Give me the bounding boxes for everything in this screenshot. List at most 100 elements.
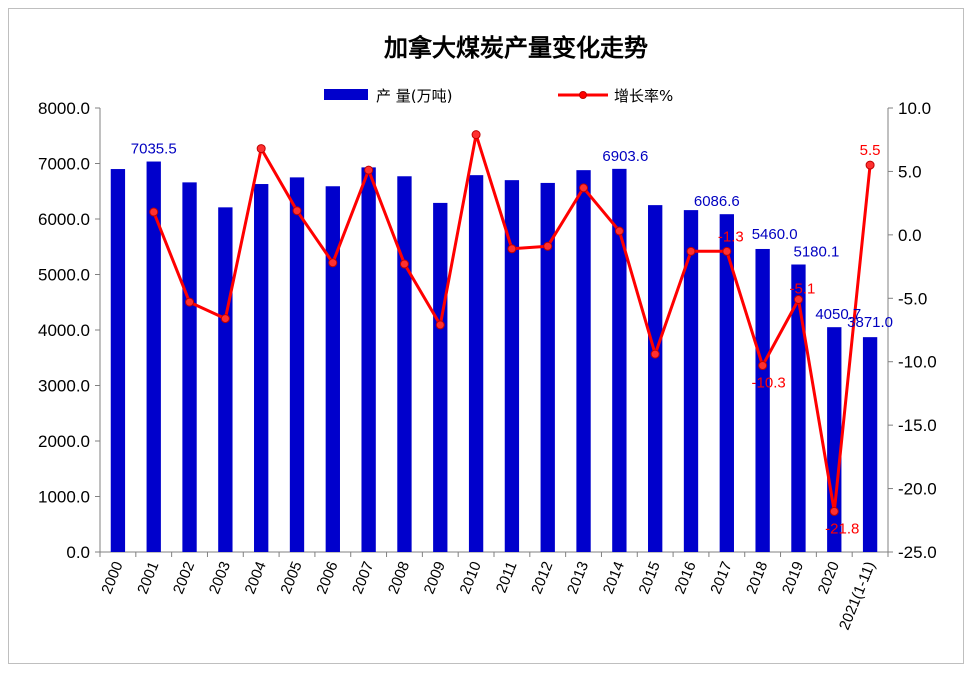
y-right-tick-label: -15.0 [898, 416, 937, 435]
bar-2003 [218, 207, 233, 552]
bar-2019 [791, 264, 806, 552]
bar-2010 [468, 175, 484, 552]
legend: 产 量(万吨) 增长率% [324, 87, 673, 105]
x-tick-label: 2021(1-11) [836, 559, 879, 632]
x-tick-label: 2011 [493, 559, 521, 595]
x-tick-label: 2019 [779, 559, 807, 596]
x-tick-label: 2015 [636, 559, 664, 596]
bar-2015 [648, 205, 663, 552]
chart-title: 加拿大煤炭产量变化走势 [384, 34, 648, 62]
x-tick-label: 2004 [242, 559, 270, 596]
y-right-tick-label: 0.0 [898, 226, 922, 245]
x-tick-label: 2009 [421, 559, 449, 596]
bar-2017 [719, 214, 734, 552]
bar-2021(1-11) [862, 337, 878, 552]
bar-value-label: 3871.0 [847, 314, 893, 331]
growth-point-2003 [220, 314, 230, 324]
growth-point-2009 [435, 320, 445, 330]
x-tick-label: 2016 [671, 559, 699, 596]
bar-value-label: 4050.7 [815, 306, 861, 323]
growth-point-2005 [292, 206, 302, 216]
y-right-tick-label: -5.0 [898, 289, 927, 308]
x-tick-label: 2013 [564, 559, 592, 596]
growth-point-2016 [686, 246, 696, 256]
bar-2009 [433, 202, 448, 552]
y-left-tick-label: 2000.0 [38, 432, 90, 451]
growth-value-label: -21.8 [825, 520, 859, 537]
y-right-tick-label: -10.0 [898, 353, 937, 372]
x-tick-label: 2010 [457, 559, 485, 596]
bar-2008 [397, 176, 412, 552]
bar-2005 [289, 177, 305, 552]
growth-point-2008 [399, 259, 409, 269]
y-right-tick-label: 10.0 [898, 99, 931, 118]
bar-value-label: 6903.6 [602, 148, 648, 165]
bar-2012 [540, 182, 555, 553]
x-tick-label: 2007 [349, 559, 377, 596]
growth-point-2002 [185, 297, 195, 307]
legend-label-growth: 增长率% [614, 87, 673, 105]
legend-marker-growth [579, 91, 587, 99]
y-right-tick-label: 5.0 [898, 162, 922, 181]
growth-point-2004 [256, 144, 266, 154]
x-tick-label: 2006 [313, 559, 341, 596]
bar-value-label: 5460.0 [752, 226, 798, 243]
growth-point-2017 [722, 246, 732, 256]
y-left-tick-label: 7000.0 [38, 155, 90, 174]
bar-2018 [755, 248, 770, 552]
y-right-tick-label: -20.0 [898, 480, 937, 499]
x-tick-label: 2012 [528, 559, 556, 596]
legend-swatch-production [324, 89, 368, 100]
bars [110, 161, 878, 553]
y-left-tick-label: 3000.0 [38, 377, 90, 396]
bar-2002 [182, 182, 197, 552]
growth-value-label: -1.3 [718, 228, 744, 245]
x-tick-label: 2003 [206, 559, 234, 596]
bar-2006 [325, 186, 340, 552]
y-left-tick-label: 6000.0 [38, 210, 90, 229]
growth-point-2001 [149, 207, 159, 217]
y-left-tick-label: 1000.0 [38, 488, 90, 507]
bar-value-label: 7035.5 [131, 141, 177, 158]
growth-point-2011 [507, 244, 517, 254]
x-tick-label: 2008 [385, 559, 413, 596]
x-tick-label: 2014 [600, 559, 628, 596]
growth-point-2015 [650, 349, 660, 359]
x-tick-label: 2017 [707, 559, 735, 596]
growth-value-label: -10.3 [752, 375, 786, 392]
bar-2014 [612, 168, 627, 552]
growth-point-2014 [614, 226, 624, 236]
growth-point-2020 [829, 506, 839, 516]
growth-point-2018 [758, 361, 768, 371]
bar-2013 [576, 170, 591, 552]
growth-point-2012 [543, 241, 553, 251]
growth-point-2006 [328, 258, 338, 268]
bar-2011 [504, 180, 520, 552]
growth-value-label: 5.5 [860, 142, 881, 159]
growth-point-2021(1-11) [865, 160, 875, 170]
growth-line-layer [149, 130, 875, 516]
growth-point-2010 [471, 130, 481, 140]
bar-value-label: 6086.6 [694, 193, 740, 210]
x-tick-label: 2001 [134, 559, 162, 596]
y-left-tick-label: 8000.0 [38, 99, 90, 118]
y-right-tick-label: -25.0 [898, 543, 937, 562]
x-tick-label: 2000 [98, 559, 126, 596]
growth-point-2019 [793, 295, 803, 305]
x-tick-label: 2020 [815, 559, 843, 596]
y-left-tick-label: 5000.0 [38, 266, 90, 285]
x-tick-label: 2018 [743, 559, 771, 596]
legend-label-production: 产 量(万吨) [376, 87, 452, 105]
y-left-tick-label: 4000.0 [38, 321, 90, 340]
growth-point-2013 [579, 183, 589, 193]
bar-2007 [361, 167, 376, 552]
bar-value-label: 5180.1 [794, 244, 840, 261]
growth-value-label: -5.1 [790, 281, 816, 298]
bar-2004 [254, 184, 269, 552]
y-left-tick-label: 0.0 [66, 543, 90, 562]
bar-2020 [827, 327, 842, 552]
x-tick-label: 2002 [170, 559, 198, 596]
bar-2001 [146, 161, 161, 552]
